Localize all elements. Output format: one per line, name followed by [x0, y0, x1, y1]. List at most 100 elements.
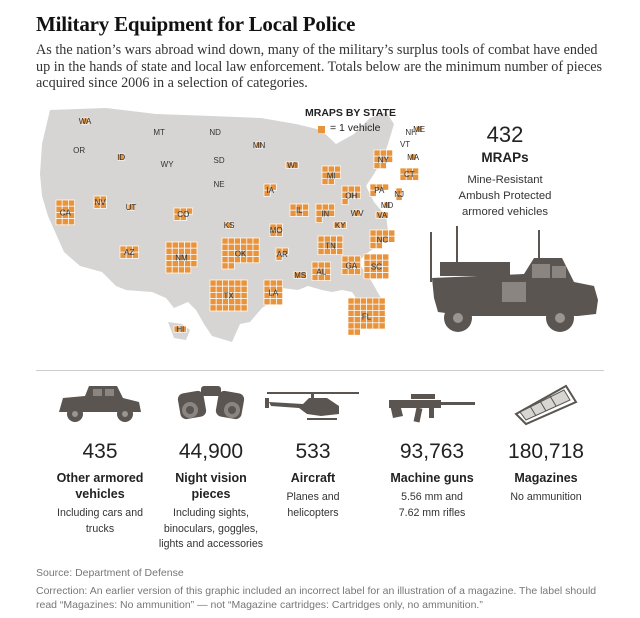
mrap-square [378, 303, 386, 311]
state-label: WV [351, 209, 365, 218]
mrap-square [222, 304, 229, 312]
state-label: NM [175, 254, 188, 263]
state-label: ME [413, 125, 425, 134]
mrap-square [378, 310, 386, 317]
mrap-square [381, 211, 389, 219]
category-machine-guns: 93,763 Machine guns 5.56 mm and 7.62 mm … [374, 380, 490, 519]
mrap-square [363, 259, 371, 267]
mrap-square [327, 178, 335, 185]
mrap-square [221, 250, 229, 257]
state-label: KY [335, 221, 346, 230]
state-label: OK [235, 250, 247, 259]
mrap-square [246, 256, 254, 264]
mrap-square [215, 285, 223, 293]
mrap-square [184, 241, 192, 249]
mrap-square [209, 298, 217, 306]
mrap-square [227, 262, 235, 270]
state-label: NV [95, 198, 107, 207]
mrap-square [190, 254, 198, 261]
state-ar: AR [275, 247, 289, 261]
machine-guns-count: 93,763 [399, 440, 465, 463]
machine-guns-desc: 5.56 mm and 7.62 mm rifles [374, 490, 490, 521]
mrap-square [171, 266, 179, 274]
state-label: NE [214, 180, 225, 189]
mrap-square [221, 243, 229, 251]
mrap-square [383, 201, 391, 209]
state-vt: VT [400, 140, 410, 149]
category-armored-vehicles: 435 Other armored vehicles Including car… [40, 380, 160, 535]
magazines-desc: No ammunition [490, 490, 602, 506]
armored-vehicles-desc: Including cars and trucks [40, 506, 160, 537]
state-tn: TN [317, 235, 344, 255]
mrap-square [382, 266, 390, 273]
mrap-square [353, 316, 361, 324]
mrap-square [263, 279, 271, 287]
state-mo: MO [269, 223, 283, 237]
mrap-desc-line-3: armored vehicles [461, 206, 549, 218]
rifle-icon [389, 394, 475, 423]
mrap-square [317, 248, 325, 255]
state-label: IA [266, 186, 274, 195]
state-il: IL [289, 203, 309, 217]
mrap-square [382, 183, 389, 191]
mrap-square [369, 253, 377, 261]
state-label: AR [277, 250, 288, 259]
armored-vehicles-desc-line-1: Including cars and [57, 507, 143, 519]
mrap-square [353, 209, 361, 217]
magazines-label-line-1: Magazines [514, 471, 578, 485]
mrap-square [328, 203, 335, 211]
mrap-square [252, 250, 260, 257]
mrap-square [378, 322, 386, 330]
mrap-square [376, 272, 383, 280]
mrap-square [276, 279, 283, 287]
mrap-square [240, 279, 248, 287]
state-wa: WA [79, 117, 92, 126]
mrap-square [347, 316, 355, 324]
state-sd: SD [214, 156, 225, 165]
state-label: WY [161, 160, 175, 169]
mrap-square [336, 241, 344, 249]
mrap-square [68, 199, 75, 207]
mrap-total: 432 [486, 122, 524, 147]
state-label: MD [381, 201, 394, 210]
mrap-square [240, 285, 248, 293]
mrap-square [190, 247, 198, 255]
mrap-square [386, 155, 393, 163]
state-ia: IA [263, 183, 277, 197]
mrap-square [382, 259, 390, 267]
mrap-square [276, 298, 283, 306]
mrap-square [117, 153, 125, 161]
mrap-square [165, 266, 173, 274]
mrap-square [347, 310, 355, 317]
mrap-square [246, 243, 254, 251]
mrap-square [215, 298, 223, 306]
mrap-square [215, 279, 223, 287]
state-fl: FL [347, 297, 386, 336]
mrap-square [360, 303, 367, 311]
state-ok: OK [221, 237, 260, 270]
mrap-square [81, 117, 89, 125]
state-label: AZ [124, 248, 134, 257]
mrap-square [132, 251, 139, 259]
mrap-square [61, 199, 69, 207]
mrap-square [55, 218, 63, 226]
mrap-square [347, 328, 355, 336]
state-pa: PA [369, 183, 389, 197]
mrap-square [388, 235, 396, 243]
mrap-square [186, 207, 193, 215]
mrap-square [372, 322, 380, 330]
state-label: NJ [394, 190, 404, 199]
category-magazines: 180,718 Magazines No ammunition [490, 380, 602, 503]
state-mi: MI [321, 165, 341, 185]
mrap-square [376, 253, 383, 261]
state-label: GA [346, 261, 358, 270]
aircraft-label-line-1: Aircraft [290, 471, 336, 485]
mrap-square [369, 272, 377, 280]
machine-guns-label: Machine guns [374, 470, 490, 486]
state-nm: NM [165, 241, 198, 274]
mrap-square [240, 237, 248, 245]
mrap-square [55, 199, 63, 207]
graphic-title: Military Equipment for Local Police [36, 12, 356, 36]
section-divider [36, 370, 604, 371]
state-md: MD [381, 201, 394, 210]
